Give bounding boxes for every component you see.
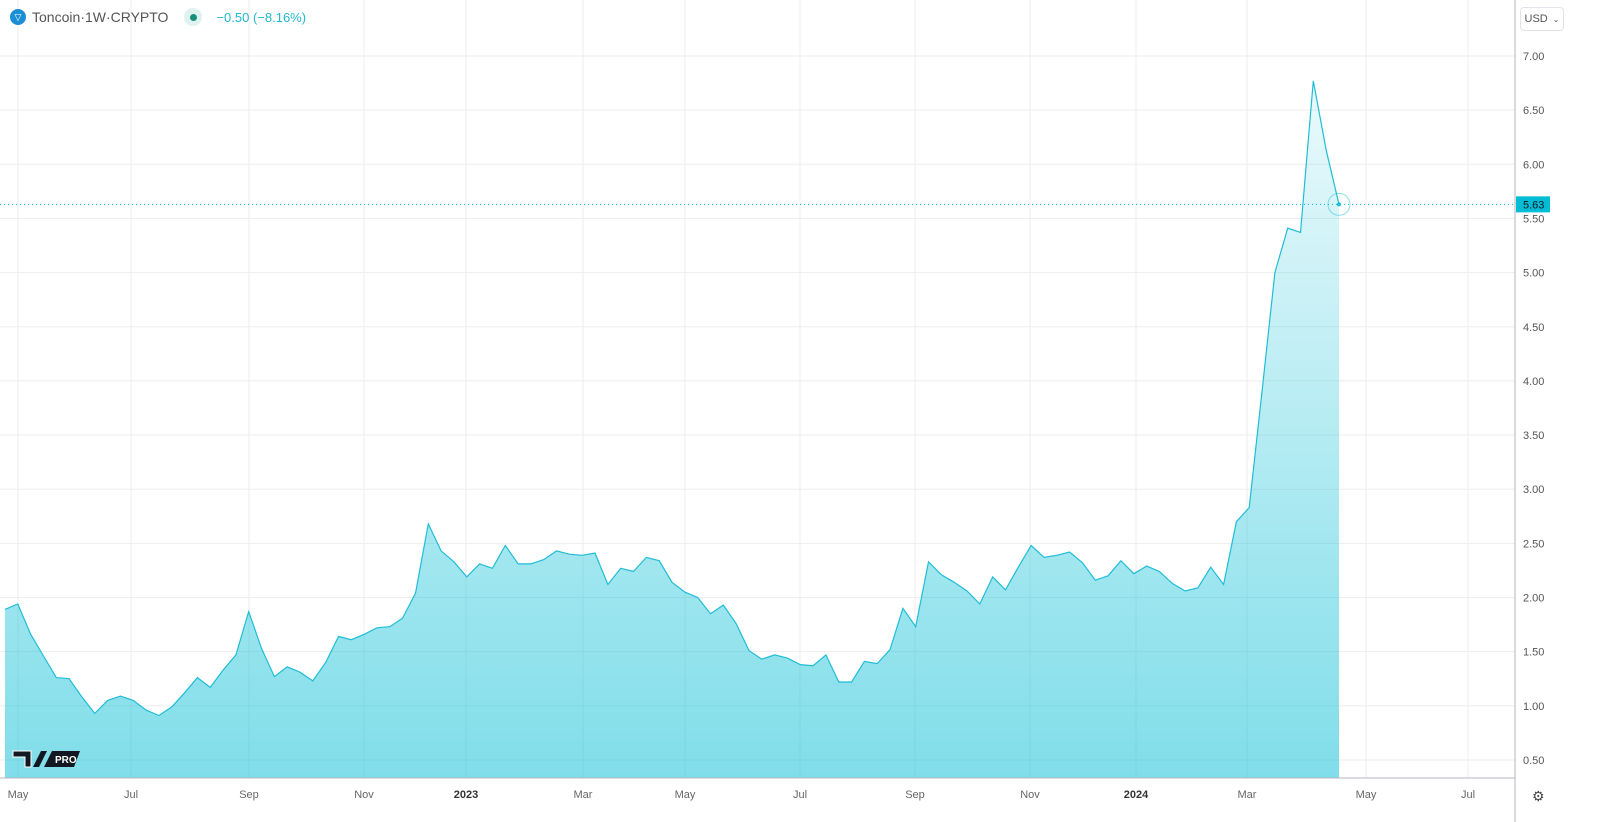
x-tick-label: Mar bbox=[1238, 789, 1257, 801]
interval[interactable]: 1W bbox=[84, 9, 106, 25]
tradingview-pro-logo: PRO bbox=[12, 750, 80, 768]
exchange: CRYPTO bbox=[110, 9, 169, 25]
y-tick-label: 6.00 bbox=[1523, 159, 1544, 171]
toncoin-logo-icon: ▽ bbox=[10, 9, 26, 25]
chevron-down-icon: ⌄ bbox=[1552, 14, 1560, 24]
x-tick-label: May bbox=[1356, 789, 1377, 801]
symbol-name[interactable]: Toncoin bbox=[32, 9, 81, 25]
svg-text:PRO: PRO bbox=[55, 755, 77, 766]
x-tick-label: May bbox=[675, 789, 696, 801]
last-point-marker bbox=[1337, 202, 1341, 207]
y-tick-label: 2.50 bbox=[1523, 538, 1544, 550]
market-status-dot-icon bbox=[184, 8, 203, 26]
y-tick-label: 1.00 bbox=[1523, 701, 1544, 713]
y-tick-label: 0.50 bbox=[1523, 755, 1544, 767]
x-tick-label: Mar bbox=[574, 789, 593, 801]
x-tick-label: Sep bbox=[239, 789, 259, 801]
separator: · bbox=[105, 9, 111, 25]
currency-label: USD bbox=[1524, 13, 1548, 25]
last-point-halo bbox=[1327, 192, 1351, 216]
settings-gear-icon[interactable]: ⚙ bbox=[1532, 788, 1545, 804]
y-tick-label: 6.50 bbox=[1523, 105, 1544, 117]
chart-legend: ▽ Toncoin · 1W · CRYPTO −0.50 (−8.16%) bbox=[10, 8, 306, 26]
y-tick-label: 4.50 bbox=[1523, 322, 1544, 334]
price-line bbox=[4, 80, 1340, 717]
area-fill bbox=[5, 80, 1339, 778]
x-tick-label: May bbox=[8, 789, 29, 801]
separator: · bbox=[80, 9, 85, 25]
y-tick-label: 5.50 bbox=[1523, 213, 1544, 225]
x-tick-label: Jul bbox=[124, 789, 138, 801]
price-change: −0.50 (−8.16%) bbox=[216, 9, 307, 25]
x-tick-label: Nov bbox=[354, 789, 374, 801]
y-tick-label: 1.50 bbox=[1523, 647, 1544, 659]
x-tick-label: Sep bbox=[905, 789, 925, 801]
y-tick-label: 2.00 bbox=[1523, 593, 1544, 605]
x-tick-label: Jul bbox=[793, 789, 807, 801]
currency-button[interactable]: USD ⌄ bbox=[1520, 7, 1564, 31]
y-tick-label: 7.00 bbox=[1523, 51, 1544, 63]
x-tick-label: 2023 bbox=[454, 789, 478, 801]
y-tick-label: 5.00 bbox=[1523, 268, 1544, 280]
y-tick-label: 4.00 bbox=[1523, 376, 1544, 388]
y-tick-label: 3.00 bbox=[1523, 484, 1544, 496]
last-price-badge bbox=[1516, 196, 1550, 213]
x-tick-label: Nov bbox=[1020, 789, 1040, 801]
last-price-label: 5.63 bbox=[1523, 199, 1544, 211]
x-tick-label: 2024 bbox=[1124, 789, 1149, 801]
x-tick-label: Jul bbox=[1461, 789, 1475, 801]
y-tick-label: 3.50 bbox=[1523, 430, 1544, 442]
